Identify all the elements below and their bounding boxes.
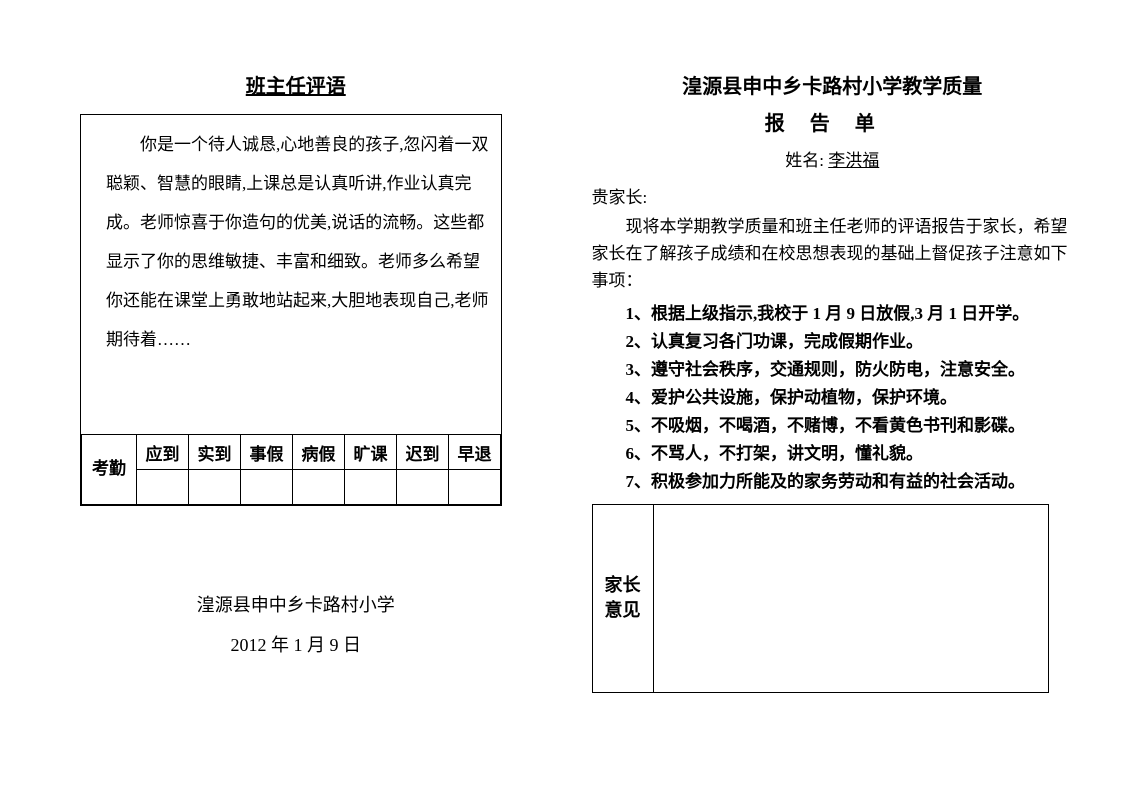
attendance-header: 应到 [137, 435, 189, 470]
attendance-header: 早退 [449, 435, 501, 470]
rule-item: 1、根据上级指示,我校于 1 月 9 日放假,3 月 1 日开学。 [626, 300, 1074, 328]
rule-item: 5、不吸烟，不喝酒，不赌博，不看黄色书刊和影碟。 [626, 412, 1074, 440]
opinion-content [653, 504, 1048, 692]
attendance-value [449, 470, 501, 505]
right-panel: 湟源县申中乡卡路村小学教学质量 报告单 姓名: 李洪福 贵家长: 现将本学期教学… [562, 0, 1123, 794]
footer-block: 湟源县申中乡卡路村小学 2012 年 1 月 9 日 [80, 586, 512, 665]
rule-item: 6、不骂人，不打架，讲文明，懂礼貌。 [626, 440, 1074, 468]
comment-box: 你是一个待人诚恳,心地善良的孩子,忽闪着一双聪颖、智慧的眼睛,上课总是认真听讲,… [80, 114, 502, 506]
left-panel: 班主任评语 你是一个待人诚恳,心地善良的孩子,忽闪着一双聪颖、智慧的眼睛,上课总… [0, 0, 562, 794]
teacher-comment-title: 班主任评语 [80, 70, 512, 99]
rule-item: 4、爱护公共设施，保护动植物，保护环境。 [626, 384, 1074, 412]
attendance-value [189, 470, 241, 505]
school-header: 湟源县申中乡卡路村小学教学质量 [592, 70, 1074, 99]
parent-opinion-table: 家长意见 [592, 504, 1049, 693]
greeting: 贵家长: [592, 183, 1074, 208]
attendance-header: 迟到 [397, 435, 449, 470]
student-name: 李洪福 [828, 151, 879, 170]
attendance-value [137, 470, 189, 505]
school-name: 湟源县申中乡卡路村小学 [80, 586, 512, 626]
rule-item: 2、认真复习各门功课，完成假期作业。 [626, 328, 1074, 356]
opinion-label: 家长意见 [592, 504, 653, 692]
name-line: 姓名: 李洪福 [592, 146, 1074, 171]
attendance-header: 病假 [293, 435, 345, 470]
report-title: 报告单 [592, 107, 1074, 136]
rule-item: 7、积极参加力所能及的家务劳动和有益的社会活动。 [626, 468, 1074, 496]
attendance-table: 考勤 应到 实到 事假 病假 旷课 迟到 早退 [81, 434, 501, 505]
rule-item: 3、遵守社会秩序，交通规则，防火防电，注意安全。 [626, 356, 1074, 384]
comment-text: 你是一个待人诚恳,心地善良的孩子,忽闪着一双聪颖、智慧的眼睛,上课总是认真听讲,… [81, 115, 501, 434]
attendance-value [241, 470, 293, 505]
attendance-value [293, 470, 345, 505]
attendance-value [345, 470, 397, 505]
attendance-value [397, 470, 449, 505]
attendance-header: 旷课 [345, 435, 397, 470]
attendance-label: 考勤 [82, 435, 137, 505]
attendance-header: 实到 [189, 435, 241, 470]
name-label: 姓名: [785, 151, 824, 170]
attendance-header: 事假 [241, 435, 293, 470]
report-date: 2012 年 1 月 9 日 [80, 626, 512, 666]
rules-list: 1、根据上级指示,我校于 1 月 9 日放假,3 月 1 日开学。 2、认真复习… [592, 300, 1074, 496]
intro-text: 现将本学期教学质量和班主任老师的评语报告于家长，希望家长在了解孩子成绩和在校思想… [592, 213, 1074, 295]
